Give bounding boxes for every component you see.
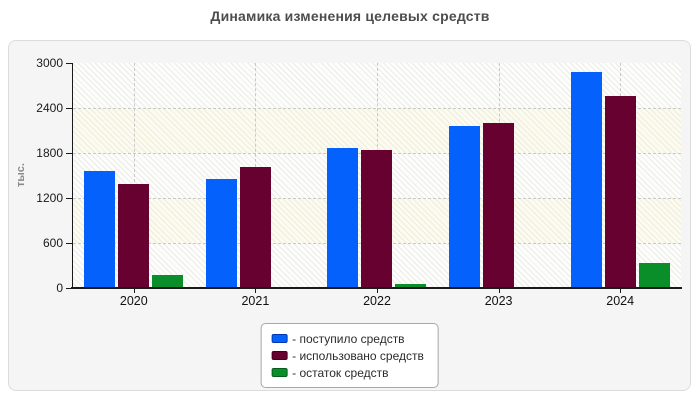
- x-tick-label-2022: 2022: [363, 294, 391, 308]
- legend-label-ispolzovano: - использовано средств: [292, 348, 424, 363]
- bar-postupilo-2024: [570, 72, 602, 288]
- legend-swatch-ostatok: [271, 368, 288, 377]
- y-tick-label-0: 0: [56, 281, 63, 295]
- x-tick-mark: [377, 289, 378, 293]
- bar-ostatok-2022: [395, 284, 427, 288]
- legend-label-ostatok: - остаток средств: [292, 365, 389, 380]
- legend-label-postupilo: - поступило средств: [292, 331, 405, 346]
- y-tick-label-2400: 2400: [36, 101, 63, 115]
- x-tick-mark: [133, 289, 135, 293]
- y-tick-mark: [66, 198, 72, 199]
- y-tick-mark: [66, 288, 72, 289]
- plot-area: [73, 63, 681, 288]
- y-axis-line: [72, 63, 73, 289]
- y-tick-mark: [66, 108, 72, 109]
- x-tick-mark: [498, 289, 500, 293]
- bar-ispolzovano-2021: [239, 167, 271, 288]
- bar-group-2023: [438, 63, 560, 288]
- y-tick-label-600: 600: [42, 236, 63, 250]
- x-tick-label-2020: 2020: [119, 294, 148, 308]
- chart-panel: тыс. 0 600 1200 1800 2400 3000 2020 2021 2022 20…: [8, 40, 691, 391]
- bar-group-2022: [316, 63, 438, 288]
- y-tick-label-1800: 1800: [36, 146, 63, 160]
- x-tick-mark: [620, 289, 622, 293]
- bar-postupilo-2021: [205, 178, 237, 288]
- bar-ispolzovano-2022: [361, 150, 393, 288]
- bar-group-2024: [559, 63, 681, 288]
- bar-ostatok-2024: [638, 263, 670, 288]
- bar-ispolzovano-2023: [483, 123, 515, 288]
- legend-item-postupilo: - поступило средств: [271, 330, 424, 347]
- legend-item-ispolzovano: - использовано средств: [271, 347, 424, 364]
- bar-ispolzovano-2020: [118, 183, 150, 288]
- y-tick-mark: [66, 243, 72, 244]
- x-tick-label-2021: 2021: [241, 294, 270, 308]
- bar-group-2020: [73, 63, 195, 288]
- x-tick-mark: [255, 289, 257, 293]
- bar-group-2021: [195, 63, 317, 288]
- legend-swatch-ispolzovano: [271, 351, 288, 360]
- legend: - поступило средств - использовано средс…: [260, 323, 439, 388]
- y-tick-mark: [66, 153, 72, 154]
- bar-ostatok-2020: [152, 275, 184, 288]
- v-gridline: [133, 63, 135, 288]
- bar-ispolzovano-2024: [604, 96, 636, 288]
- bar-postupilo-2022: [327, 147, 359, 288]
- chart-title: Динамика изменения целевых средств: [210, 8, 490, 24]
- y-tick-label-3000: 3000: [36, 56, 63, 70]
- x-tick-label-2024: 2024: [606, 294, 635, 308]
- bar-postupilo-2020: [84, 171, 116, 288]
- legend-item-ostatok: - остаток средств: [271, 364, 424, 381]
- x-axis-line: [71, 287, 682, 289]
- y-tick-label-1200: 1200: [36, 191, 63, 205]
- bar-postupilo-2023: [449, 126, 481, 288]
- x-tick-label-2023: 2023: [484, 294, 513, 308]
- legend-swatch-postupilo: [271, 334, 288, 343]
- y-tick-mark: [66, 63, 72, 64]
